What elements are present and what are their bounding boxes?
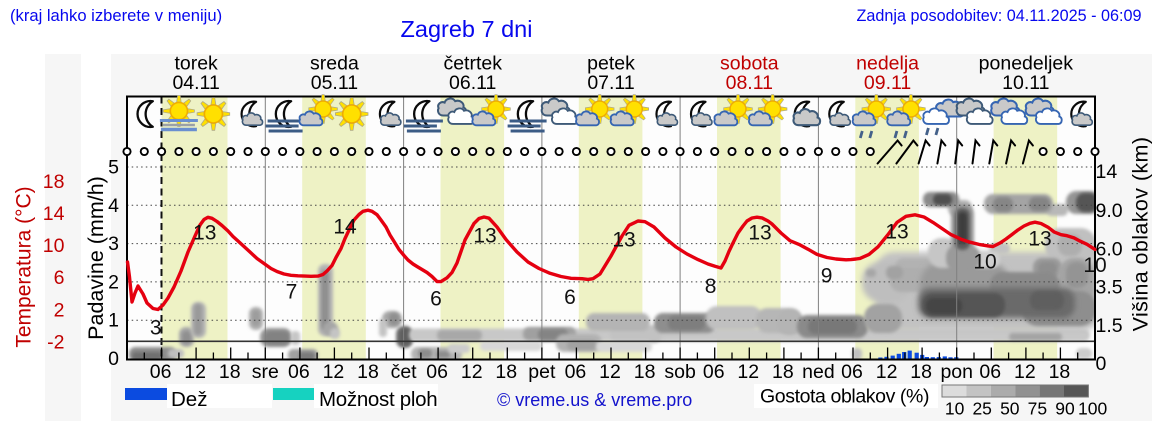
- svg-text:10: 10: [1083, 254, 1106, 277]
- svg-text:6: 6: [430, 288, 442, 311]
- svg-text:ponedeljek: ponedeljek: [979, 53, 1074, 75]
- svg-text:sobota: sobota: [720, 53, 779, 75]
- svg-text:3: 3: [150, 317, 162, 340]
- svg-text:08.11: 08.11: [726, 72, 773, 94]
- svg-text:Višina oblakov (km): Višina oblakov (km): [1129, 137, 1152, 332]
- svg-text:50: 50: [1000, 399, 1020, 419]
- svg-text:06: 06: [150, 361, 172, 383]
- svg-text:Temperatura (°C): Temperatura (°C): [13, 186, 36, 347]
- svg-text:Možnost ploh: Možnost ploh: [319, 388, 437, 411]
- svg-text:18: 18: [43, 171, 65, 193]
- svg-text:05.11: 05.11: [311, 72, 358, 94]
- svg-text:12: 12: [737, 361, 759, 383]
- svg-text:sreda: sreda: [310, 53, 359, 75]
- svg-text:14: 14: [1096, 161, 1118, 183]
- svg-text:04.11: 04.11: [172, 72, 219, 94]
- svg-text:06: 06: [565, 361, 587, 383]
- svg-text:06: 06: [841, 361, 863, 383]
- svg-text:6: 6: [564, 286, 576, 309]
- svg-text:0: 0: [1096, 353, 1107, 375]
- svg-text:6.0: 6.0: [1096, 238, 1123, 260]
- svg-text:9: 9: [821, 265, 833, 288]
- svg-text:pet: pet: [528, 361, 556, 383]
- svg-text:13: 13: [748, 222, 771, 245]
- svg-text:5: 5: [108, 157, 119, 179]
- svg-text:12: 12: [323, 361, 345, 383]
- svg-text:© vreme.us & vreme.pro: © vreme.us & vreme.pro: [497, 390, 692, 410]
- svg-text:Dež: Dež: [171, 388, 207, 411]
- svg-text:12: 12: [599, 361, 621, 383]
- svg-text:18: 18: [495, 361, 517, 383]
- svg-text:četrtek: četrtek: [443, 53, 502, 75]
- svg-text:18: 18: [910, 361, 932, 383]
- svg-text:Zadnja posodobitev: 04.11.2025: Zadnja posodobitev: 04.11.2025 - 06:09: [857, 7, 1142, 25]
- svg-text:90: 90: [1055, 399, 1075, 419]
- svg-text:torek: torek: [174, 53, 218, 75]
- svg-text:Zagreb 7 dni: Zagreb 7 dni: [401, 16, 533, 42]
- svg-text:ned: ned: [802, 361, 835, 383]
- svg-text:13: 13: [612, 229, 635, 252]
- svg-text:Gostota oblakov (%): Gostota oblakov (%): [760, 386, 929, 408]
- svg-text:3.5: 3.5: [1096, 277, 1123, 299]
- svg-text:Padavine (mm/h): Padavine (mm/h): [84, 176, 108, 340]
- svg-text:06: 06: [979, 361, 1001, 383]
- svg-text:06.11: 06.11: [449, 72, 496, 94]
- svg-text:3: 3: [108, 233, 119, 255]
- svg-text:4: 4: [108, 195, 119, 217]
- svg-text:10: 10: [43, 235, 65, 257]
- svg-text:7: 7: [286, 281, 298, 304]
- svg-text:13: 13: [473, 225, 496, 248]
- svg-text:75: 75: [1028, 399, 1047, 419]
- svg-text:18: 18: [357, 361, 379, 383]
- svg-text:18: 18: [219, 361, 241, 383]
- svg-text:18: 18: [634, 361, 656, 383]
- svg-text:0: 0: [108, 348, 119, 370]
- svg-text:18: 18: [1049, 361, 1071, 383]
- svg-text:-2: -2: [47, 331, 64, 353]
- svg-text:14: 14: [43, 203, 65, 225]
- svg-text:13: 13: [1028, 228, 1051, 251]
- svg-text:8: 8: [705, 275, 717, 298]
- svg-text:12: 12: [876, 361, 898, 383]
- svg-text:6: 6: [54, 267, 65, 289]
- svg-text:25: 25: [972, 399, 991, 419]
- svg-text:čet: čet: [391, 361, 418, 383]
- svg-text:1.5: 1.5: [1096, 315, 1123, 337]
- svg-text:12: 12: [1014, 361, 1036, 383]
- svg-text:100: 100: [1078, 399, 1107, 419]
- svg-text:sob: sob: [664, 361, 696, 383]
- svg-text:09.11: 09.11: [864, 72, 911, 94]
- svg-text:13: 13: [193, 222, 216, 245]
- svg-text:petek: petek: [587, 53, 635, 75]
- svg-text:(kraj lahko izberete v meniju): (kraj lahko izberete v meniju): [10, 6, 222, 25]
- svg-text:06: 06: [426, 361, 448, 383]
- svg-text:nedelja: nedelja: [856, 53, 919, 75]
- svg-text:10: 10: [945, 399, 965, 419]
- svg-text:18: 18: [772, 361, 794, 383]
- svg-text:14: 14: [333, 216, 357, 239]
- svg-text:12: 12: [184, 361, 206, 383]
- svg-text:10.11: 10.11: [1002, 72, 1049, 94]
- svg-text:12: 12: [461, 361, 483, 383]
- svg-text:1: 1: [108, 310, 119, 332]
- svg-text:9.0: 9.0: [1096, 200, 1123, 222]
- svg-text:10: 10: [973, 251, 996, 274]
- svg-text:pon: pon: [940, 361, 973, 383]
- svg-text:06: 06: [288, 361, 310, 383]
- svg-text:2: 2: [54, 299, 65, 321]
- svg-text:sre: sre: [252, 361, 279, 383]
- svg-text:06: 06: [703, 361, 725, 383]
- svg-text:2: 2: [108, 271, 119, 293]
- svg-text:07.11: 07.11: [587, 72, 634, 94]
- svg-text:13: 13: [885, 221, 908, 244]
